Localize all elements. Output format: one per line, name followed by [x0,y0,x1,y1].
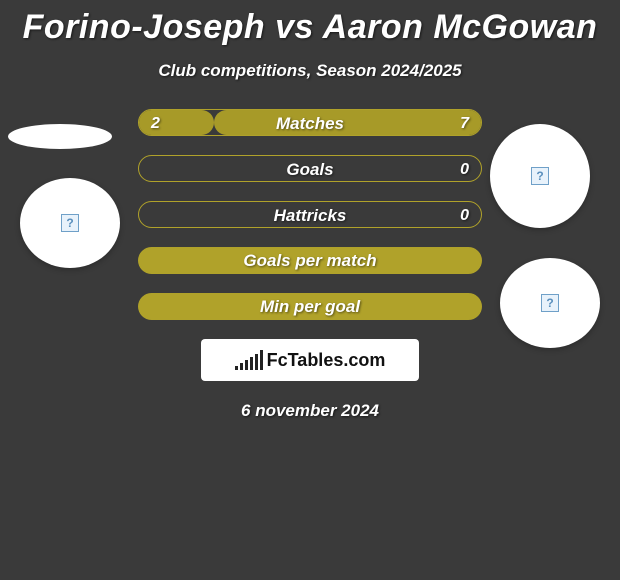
stat-value-right: 0 [460,156,469,183]
stat-label: Hattricks [139,202,481,229]
branding-text: FcTables.com [267,350,386,371]
stat-label: Min per goal [138,293,482,320]
stat-row-goals: Goals 0 [138,155,482,182]
stats-container: 2 Matches 7 Goals 0 Hattricks 0 Goals pe… [138,109,482,320]
stat-label: Goals per match [138,247,482,274]
placeholder-icon: ? [541,294,559,312]
placeholder-icon: ? [61,214,79,232]
date-text: 6 november 2024 [0,401,620,421]
stat-value-right: 0 [460,202,469,229]
stat-label: Goals [139,156,481,183]
stat-row-min-per-goal: Min per goal [138,293,482,320]
page-subtitle: Club competitions, Season 2024/2025 [0,61,620,81]
branding-bars-icon [235,350,263,370]
player-right-avatar-1: ? [490,124,590,228]
branding-badge: FcTables.com [201,339,419,381]
player-right-avatar-2: ? [500,258,600,348]
stat-row-goals-per-match: Goals per match [138,247,482,274]
stat-value-right: 7 [460,110,469,137]
decorative-ellipse [8,124,112,149]
stat-row-matches: 2 Matches 7 [138,109,482,136]
page-title: Forino-Joseph vs Aaron McGowan [0,0,620,47]
player-left-avatar: ? [20,178,120,268]
stat-label: Matches [139,110,481,137]
placeholder-icon: ? [531,167,549,185]
stat-row-hattricks: Hattricks 0 [138,201,482,228]
